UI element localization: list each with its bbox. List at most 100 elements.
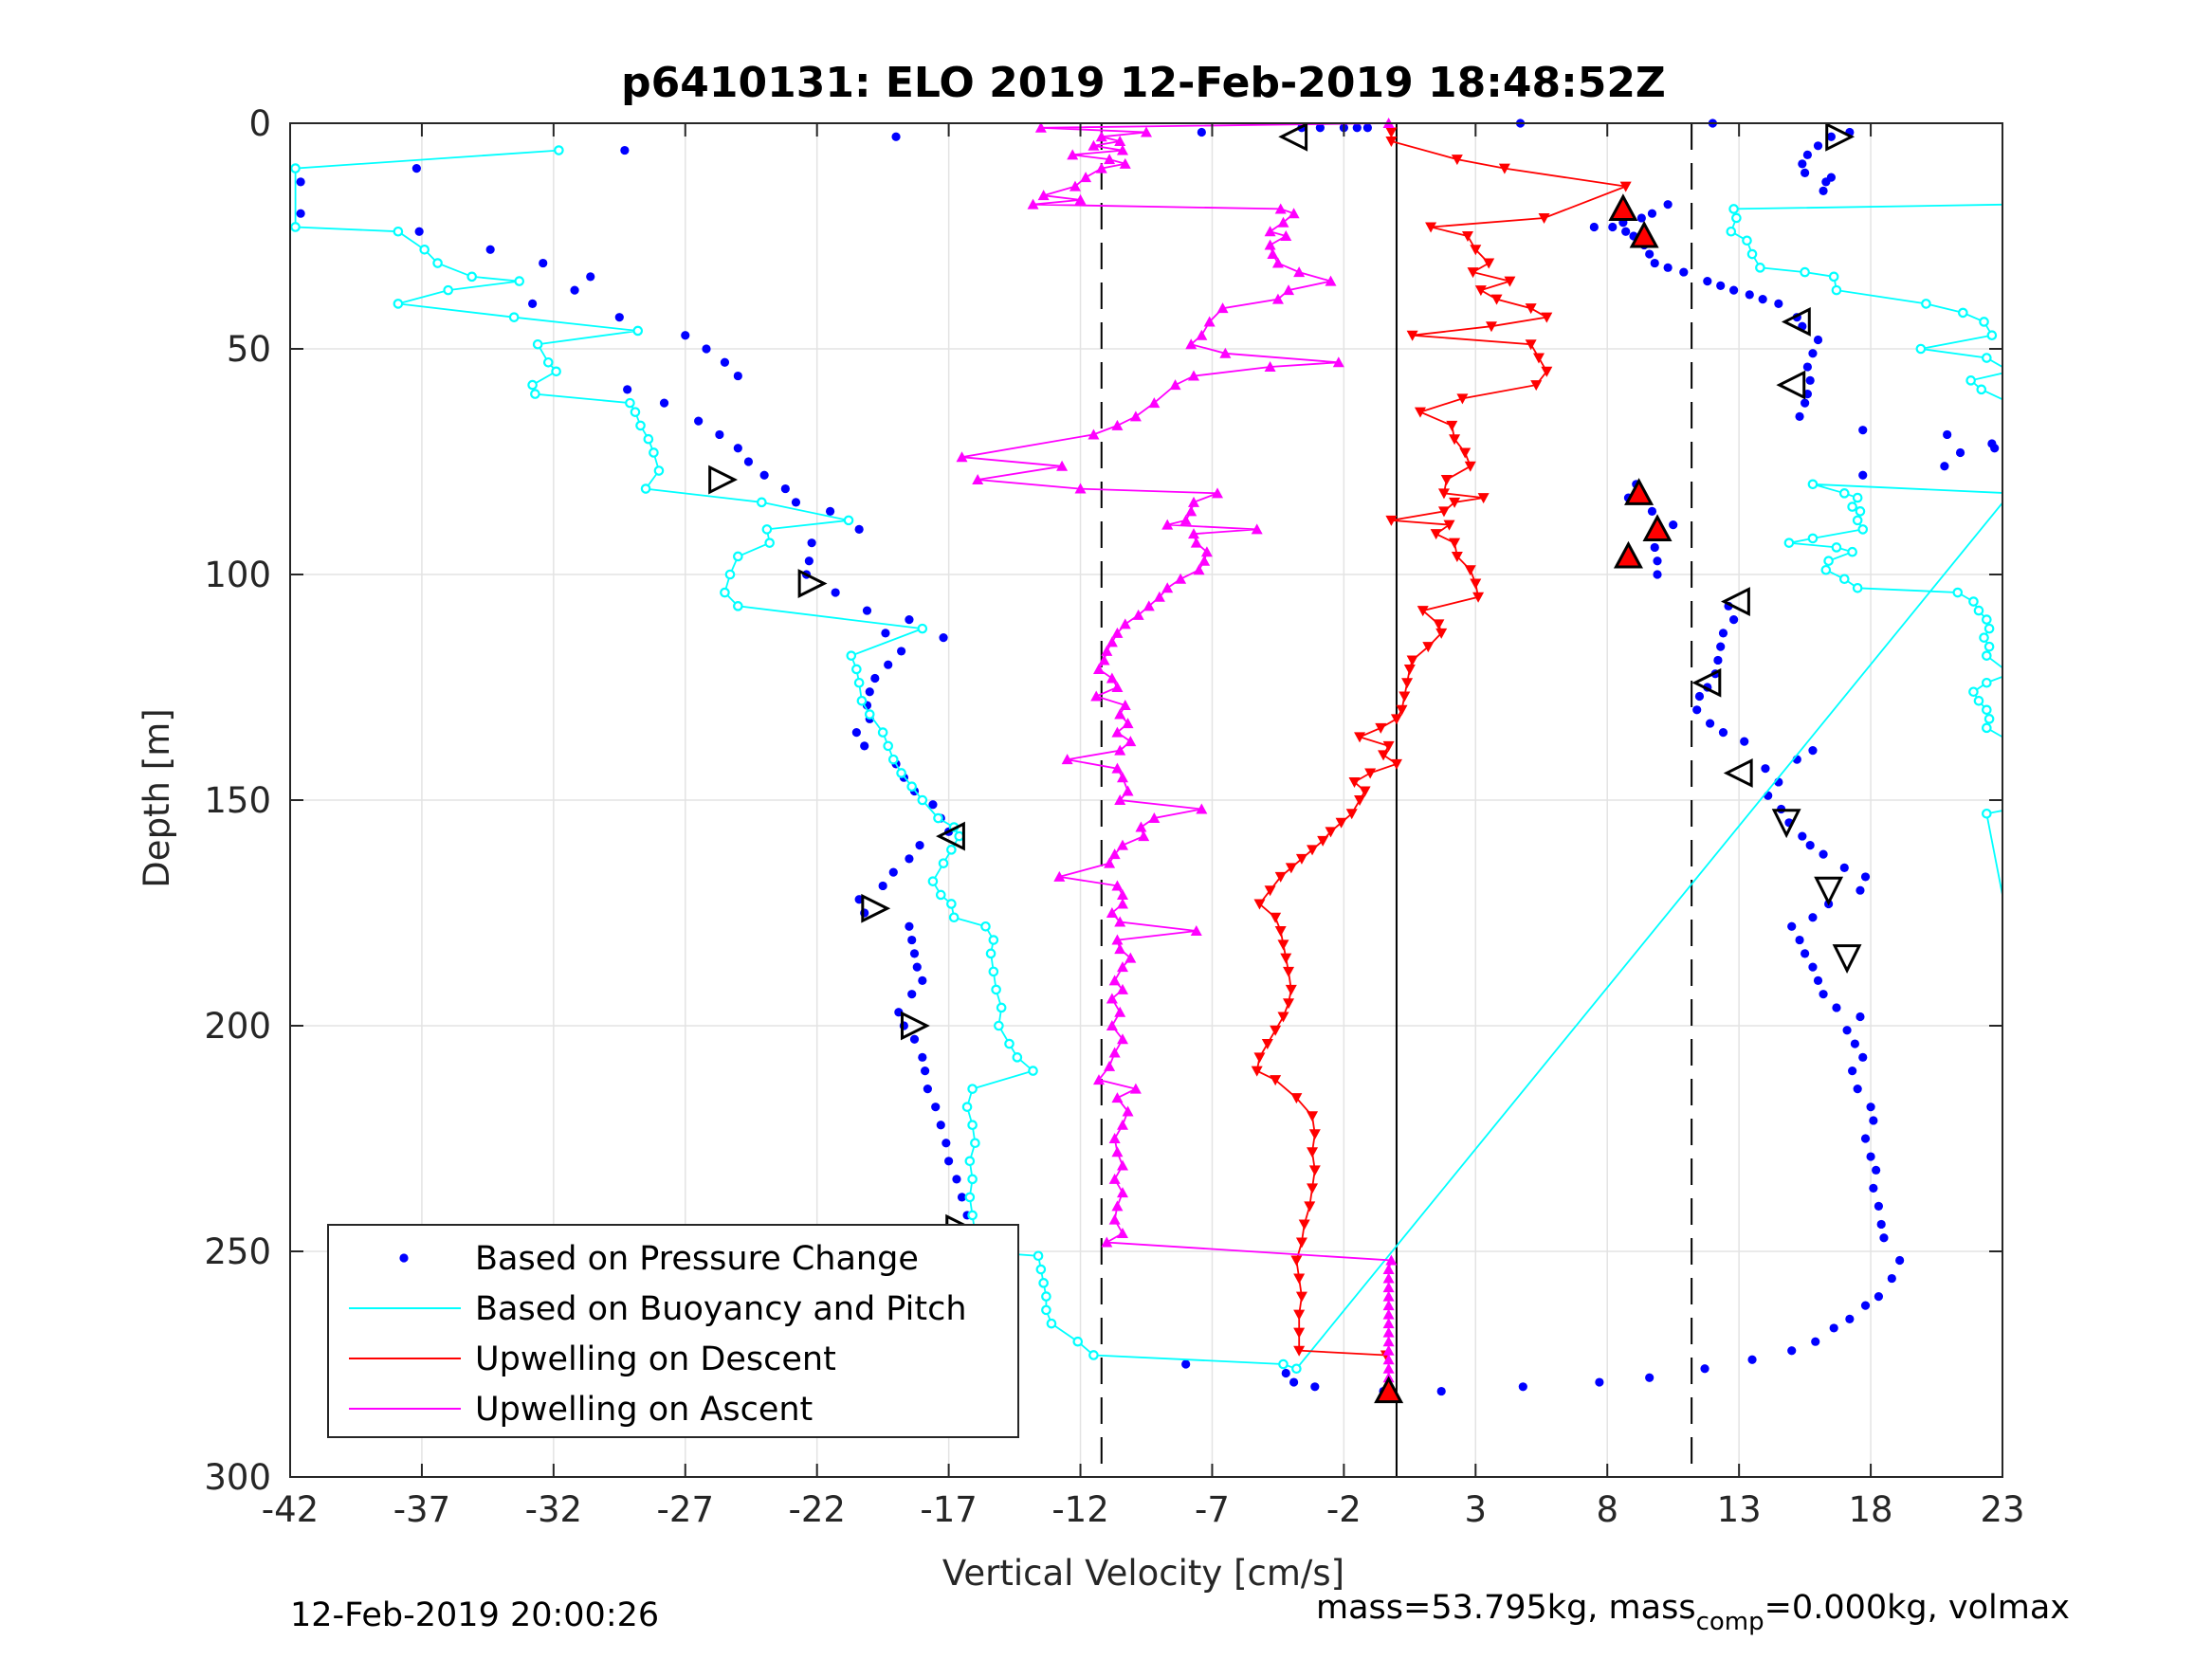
data-point [1663,263,1673,272]
data-point [1716,281,1726,290]
data-point [1876,1219,1886,1230]
data-point [1293,1345,1306,1357]
data-point [715,429,724,440]
data-point [1472,592,1485,603]
data-point [1116,888,1128,900]
legend-entry-label: Based on Buoyancy and Pitch [475,1290,967,1328]
data-point [1731,212,1742,224]
data-point [1965,375,1976,386]
data-point [1212,487,1224,499]
data-point [1310,1382,1320,1392]
data-point [1826,173,1836,182]
data-point [936,1121,945,1130]
data-point [2006,489,2014,497]
data-point [1694,691,1705,702]
data-point [985,948,996,959]
data-point [1459,447,1472,459]
data-point [1352,123,1362,133]
data-point [1860,1301,1871,1310]
data-point [1382,1264,1395,1275]
data-point [1053,870,1066,882]
data-point [1104,1060,1116,1071]
data-point [1541,366,1553,377]
open-marker [797,569,828,598]
data-point [967,1120,978,1131]
data-point [1116,839,1128,850]
data-point [1382,1272,1395,1284]
data-point [1069,180,1081,191]
data-point [931,1103,941,1112]
data-point [1129,410,1142,422]
data-point [1650,258,1659,268]
data-point [1114,1006,1126,1017]
data-point [1973,605,1984,616]
data-point [1111,419,1124,430]
data-point [1219,347,1232,358]
data-point [1132,609,1144,620]
data-point [1866,1152,1875,1161]
data-point [1477,493,1490,504]
open-marker [861,893,891,923]
data-point [1141,126,1152,137]
data-point [1718,629,1728,638]
data-point [1470,578,1482,590]
data-point [1838,574,1850,585]
data-point [1108,975,1121,986]
data-point [1619,181,1632,192]
data-point [1304,1201,1316,1212]
data-point [1718,728,1728,738]
x-tick-label: 13 [1717,1489,1762,1530]
data-point [764,538,775,548]
data-point [970,1138,980,1149]
data-point [570,285,579,295]
data-point [632,325,644,337]
data-point [1116,961,1128,973]
data-point [1114,708,1126,720]
data-point [432,258,443,268]
data-point [1188,370,1200,381]
data-point [1915,343,1927,355]
footer-mass-a: mass=53.795kg, mass [1316,1589,1696,1627]
data-point [1114,136,1126,147]
data-point [1190,925,1202,937]
data-point [2006,399,2014,407]
data-point [1414,407,1426,418]
open-marker [1278,121,1308,152]
data-point [1745,290,1754,300]
data-point [1061,754,1073,765]
legend-swatch [399,1253,409,1263]
data-point [1807,533,1819,544]
data-point [1968,596,1979,607]
data-point [2006,932,2014,939]
data-point [1106,1020,1118,1030]
data-point [1095,162,1107,173]
data-point [1362,123,1372,133]
data-point [393,299,404,309]
data-point [1839,863,1849,873]
data-point [614,313,624,322]
plot-area [290,118,2014,1404]
data-point [843,515,854,526]
legend-entry-label: Based on Pressure Change [475,1240,919,1278]
data-point [1111,880,1124,891]
data-point [1852,515,1863,526]
data-point [1283,284,1295,296]
data-point [1041,1304,1051,1316]
data-point [964,1156,976,1167]
data-point [1101,1236,1113,1248]
data-point [927,876,939,886]
data-point [1325,275,1337,286]
data-point [1104,154,1116,165]
data-point [681,331,690,340]
data-point [720,357,730,367]
data-point [1119,157,1131,169]
chart-title: p6410131: ELO 2019 12-Feb-2019 18:48:52Z [621,59,1666,107]
data-point [878,881,887,891]
data-point [1872,1165,1881,1175]
data-point [1197,127,1206,137]
data-point [1108,1047,1121,1058]
data-point [1986,330,1998,341]
data-point [1072,1336,1084,1347]
data-point [1852,582,1863,593]
